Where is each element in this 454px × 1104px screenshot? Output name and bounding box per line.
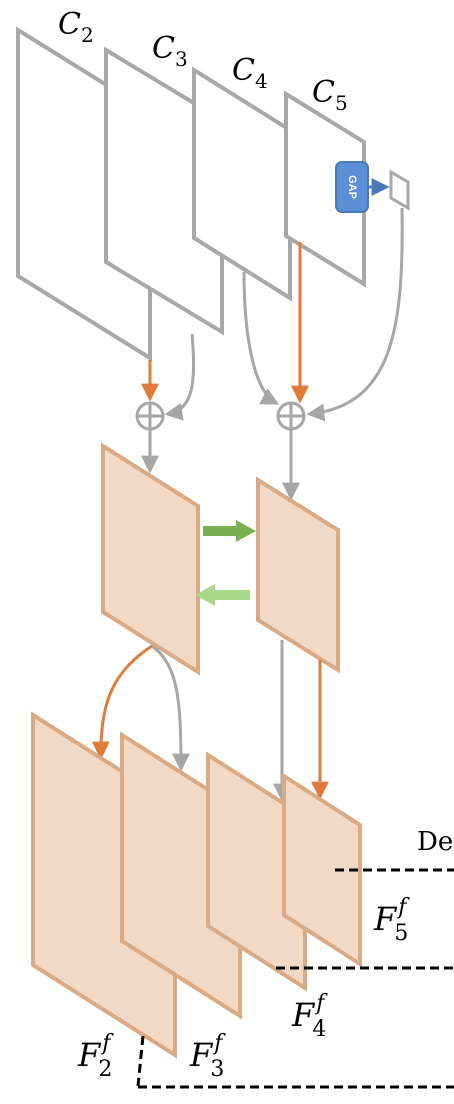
label-c5: C5 [312, 75, 348, 115]
sum-node-left [135, 401, 165, 431]
feature-f5 [282, 772, 362, 968]
gap-label: GAP [346, 175, 358, 199]
gap-block: GAP [335, 161, 369, 213]
mid-feature-left [101, 442, 200, 676]
sum-node-right [276, 401, 306, 431]
backbone-frames [16, 26, 366, 362]
label-f4: Ff 4 [291, 991, 328, 1042]
label-de: De [417, 827, 453, 857]
feature-f4 [206, 751, 307, 992]
gap-vector-to-sum2-arrow [306, 207, 404, 422]
label-c3: C3 [152, 31, 188, 71]
label-c4: C4 [232, 53, 268, 93]
gap-vector [389, 169, 410, 211]
mid-feature-right [256, 476, 340, 674]
label-c2: C2 [58, 7, 94, 47]
green-arrow-right [203, 520, 256, 542]
label-f3: Ff 3 [189, 1031, 226, 1082]
label-f2: Ff 2 [77, 1031, 114, 1082]
c3-to-sum1-arrow [164, 333, 196, 421]
green-arrow-left [195, 584, 250, 606]
frame-c4 [192, 66, 292, 302]
c4-to-sum2-arrow [242, 271, 280, 405]
label-f5: Ff 5 [373, 895, 410, 946]
mid-left-to-f3-arrow [151, 644, 190, 772]
dashed-line-f2-vertical [136, 1035, 145, 1087]
mid-left-to-f2-arrow [91, 644, 153, 760]
frame-c5 [284, 90, 366, 288]
